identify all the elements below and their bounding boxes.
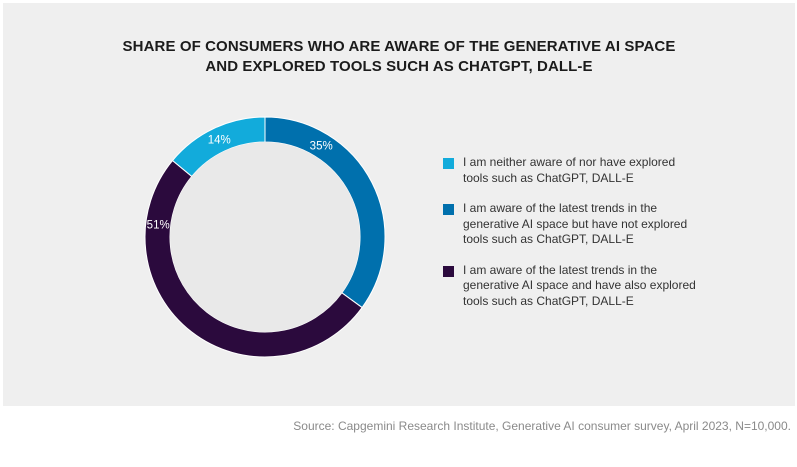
donut-chart: 35% 51% 14% (144, 116, 386, 358)
legend-label: I am aware of the latest trends in the g… (463, 262, 696, 308)
legend-swatch (443, 265, 454, 277)
chart-title: SHARE OF CONSUMERS WHO ARE AWARE OF THE … (3, 37, 795, 77)
legend-item-aware-not-explored: I am aware of the latest trends in the g… (441, 201, 741, 248)
legend-swatch (443, 204, 454, 215)
chart-panel: SHARE OF CONSUMERS WHO ARE AWARE OF THE … (3, 3, 795, 406)
donut-hole (170, 142, 360, 332)
source-note: Source: Capgemini Research Institute, Ge… (293, 419, 791, 433)
legend-label: I am neither aware of nor have explored … (463, 155, 676, 185)
legend-label: I am aware of the latest trends in the g… (463, 201, 688, 246)
slice-value-label: 14% (208, 135, 231, 147)
slice-value-label: 51% (147, 220, 170, 232)
chart-title-line-2: AND EXPLORED TOOLS SUCH AS CHATGPT, DALL… (205, 58, 593, 75)
legend-item-aware-and-explored: I am aware of the latest trends in the g… (441, 263, 741, 310)
slice-value-label: 35% (310, 140, 333, 152)
chart-legend: I am neither aware of nor have explored … (441, 155, 741, 323)
chart-title-line-1: SHARE OF CONSUMERS WHO ARE AWARE OF THE … (122, 38, 676, 55)
legend-item-neither-aware: I am neither aware of nor have explored … (441, 155, 741, 186)
legend-swatch (443, 158, 454, 169)
